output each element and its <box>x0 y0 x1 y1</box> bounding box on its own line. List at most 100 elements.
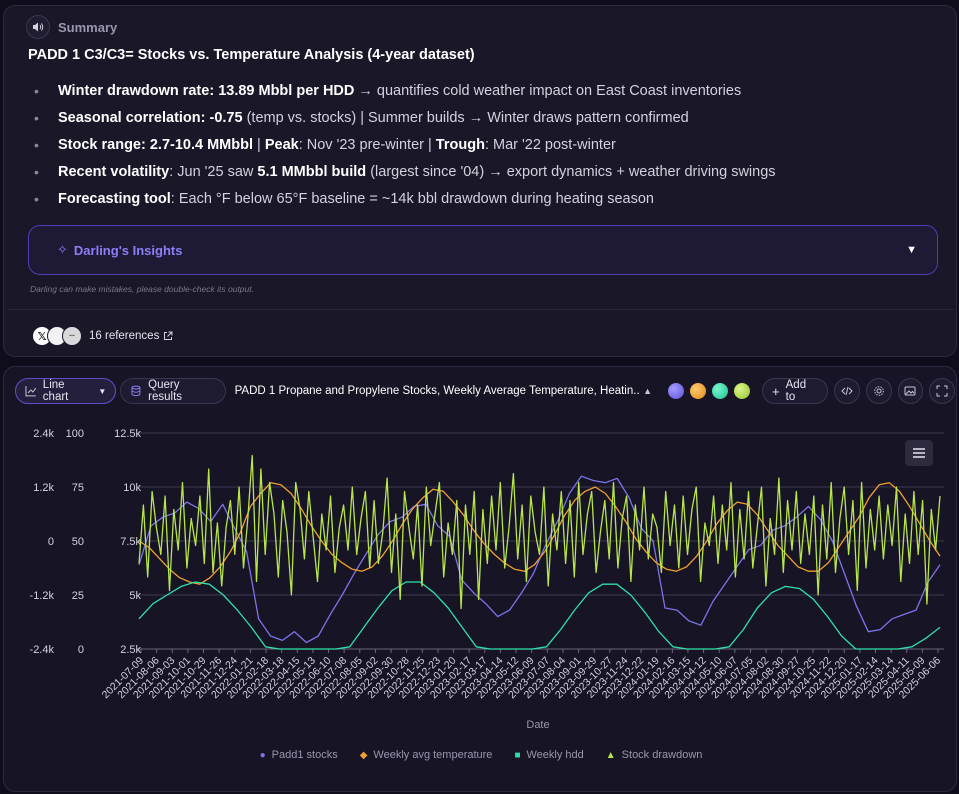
y-tick-label: -2.4k <box>30 644 55 656</box>
chart-toolbar: Line chart ▼ Query results PADD 1 Propan… <box>15 377 956 405</box>
references-row[interactable]: 𝕏 ▪▪▪ 16 references <box>32 326 173 346</box>
line-chart: 2.4k 100 12.5k 1.2k 75 10k 0 50 7.5k -1.2k 25 5k -2.… <box>30 428 944 731</box>
bullet-text-segment: : Mar '22 post-winter <box>484 137 616 153</box>
series-color-swatch[interactable] <box>712 383 729 399</box>
bullet-dot: • <box>34 83 39 99</box>
bullet-bold-text: -0.75 <box>209 110 243 126</box>
summary-bullet: • Recent volatility: Jun '25 saw 5.1 MMbb… <box>34 164 934 191</box>
y-tick-label: 2.5k <box>120 644 141 656</box>
y-tick-label: 0 <box>48 536 54 548</box>
series-line <box>138 581 941 650</box>
summary-bullet: • Forecasting tool: Each °F below 65°F ba… <box>34 191 934 218</box>
chart-card: 2.4k 100 12.5k 1.2k 75 10k 0 50 7.5k -1.2k 25 5k -2.… <box>3 366 957 792</box>
series-color-swatch[interactable] <box>690 383 707 399</box>
speaker-icon <box>33 22 44 32</box>
bullet-text-segment: | <box>253 137 265 153</box>
code-icon <box>841 386 853 396</box>
legend-marker: ■ <box>514 749 521 761</box>
settings-button[interactable] <box>865 378 892 404</box>
y-tick-label: -1.2k <box>30 590 55 602</box>
bullet-dot: • <box>34 191 39 207</box>
y-tick-label: 1.2k <box>33 482 54 494</box>
legend-item[interactable]: ■ Weekly hdd <box>514 749 583 761</box>
caret-down-icon: ▼ <box>98 386 107 396</box>
chart-type-label: Line chart <box>42 379 69 403</box>
insights-accordion[interactable]: ✧ Darling's Insights ▼ <box>28 225 938 275</box>
bullet-bold-text: 2.7-10.4 MMbbl <box>149 137 253 153</box>
summary-header: Summary <box>26 15 117 39</box>
image-export-button[interactable] <box>897 378 924 404</box>
code-button[interactable] <box>834 378 860 404</box>
bullet-bold-text: Trough <box>435 137 485 153</box>
chart-type-dropdown[interactable]: Line chart ▼ <box>15 378 117 404</box>
summary-bullet: • Winter drawdown rate: 13.89 Mbbl per HD… <box>34 83 934 110</box>
legend-item[interactable]: ◆ Weekly avg temperature <box>360 749 493 761</box>
bullet-text-segment: → quantifies cold weather impact on East… <box>354 83 742 99</box>
legend-marker: ● <box>259 749 266 761</box>
chart-legend: ● Padd1 stocks ◆ Weekly avg temperature ■ Wee… <box>4 749 956 761</box>
line-chart-icon <box>25 386 37 397</box>
bullet-text: Stock range: 2.7-10.4 MMbbl | Peak: Nov … <box>58 137 616 153</box>
y-tick-label: 25 <box>72 590 84 602</box>
series-line <box>138 482 941 585</box>
divider <box>8 309 954 310</box>
legend-label: Weekly hdd <box>526 749 584 761</box>
legend-label: Stock drawdown <box>621 749 703 761</box>
legend-item[interactable]: ▲ Stock drawdown <box>606 749 703 761</box>
database-icon <box>131 385 141 397</box>
summary-bullet: • Stock range: 2.7-10.4 MMbbl | Peak: Nov… <box>34 137 934 164</box>
query-results-label: Query results <box>148 379 183 403</box>
bullet-text-segment: (temp vs. stocks) | Summer builds → Wint… <box>242 110 689 126</box>
bullet-dot: • <box>34 110 39 126</box>
bullet-bold-text: Forecasting tool <box>58 191 171 207</box>
legend-marker: ▲ <box>605 749 616 761</box>
bullet-text: Recent volatility: Jun '25 saw 5.1 MMbbl… <box>58 164 776 180</box>
query-results-button[interactable]: Query results <box>120 378 226 404</box>
y-tick-label: 7.5k <box>120 536 141 548</box>
summary-bullets: • Winter drawdown rate: 13.89 Mbbl per HD… <box>34 83 934 218</box>
legend-item[interactable]: ● Padd1 stocks <box>260 749 338 761</box>
series-color-swatch[interactable] <box>734 383 751 399</box>
bullet-bold-text: Stock range: <box>58 137 150 153</box>
series-line <box>138 454 941 610</box>
hamburger-icon <box>913 448 925 458</box>
sparkle-icon: ✧ <box>57 242 68 257</box>
report-title: PADD 1 C3/C3= Stocks vs. Temperature Ana… <box>28 47 475 63</box>
summary-card: Summary PADD 1 C3/C3= Stocks vs. Tempera… <box>3 5 957 357</box>
caret-up-icon[interactable]: ▲ <box>643 386 653 396</box>
bullet-text-segment: : Nov '23 pre-winter | <box>298 137 436 153</box>
external-link-icon <box>164 331 173 340</box>
series-color-swatches <box>668 383 751 399</box>
source-avatar: ▪▪▪ <box>62 326 82 346</box>
bullet-dot: • <box>34 137 39 153</box>
fullscreen-button[interactable] <box>929 378 956 404</box>
y-tick-label: 10k <box>123 482 141 494</box>
references-link[interactable]: 16 references <box>89 330 160 342</box>
bullet-bold-text: Peak <box>264 137 299 153</box>
image-icon <box>904 386 916 396</box>
summary-bullet: • Seasonal correlation: -0.75 (temp vs. s… <box>34 110 934 137</box>
chart-menu-button[interactable] <box>905 440 933 466</box>
y-tick-label: 5k <box>129 590 141 602</box>
chevron-down-icon[interactable]: ▼ <box>906 244 917 256</box>
bullet-text-segment: : Jun '25 saw <box>169 164 258 180</box>
legend-label: Padd1 stocks <box>271 749 338 761</box>
summary-label: Summary <box>58 19 118 35</box>
add-to-button[interactable]: + Add to <box>762 378 829 404</box>
bullet-bold-text: Recent volatility <box>58 164 170 180</box>
gear-icon <box>873 386 884 396</box>
add-to-label: Add to <box>785 379 807 403</box>
series-color-swatch[interactable] <box>668 383 685 399</box>
bullet-bold-text: 13.89 Mbbl per HDD <box>218 83 355 99</box>
y-tick-label: 100 <box>66 428 84 440</box>
legend-label: Weekly avg temperature <box>373 749 493 761</box>
bullet-text-segment: : Each °F below 65°F baseline = ~14k bbl… <box>170 191 654 207</box>
bullet-text: Forecasting tool: Each °F below 65°F bas… <box>58 191 654 207</box>
plus-icon: + <box>772 383 780 399</box>
bullet-bold-text: 5.1 MMbbl build <box>257 164 367 180</box>
y-tick-label: 12.5k <box>114 428 141 440</box>
expand-icon <box>936 385 948 397</box>
bullet-bold-text: Seasonal correlation: <box>58 110 210 126</box>
read-aloud-button[interactable] <box>26 15 50 39</box>
bullet-dot: • <box>34 164 39 180</box>
